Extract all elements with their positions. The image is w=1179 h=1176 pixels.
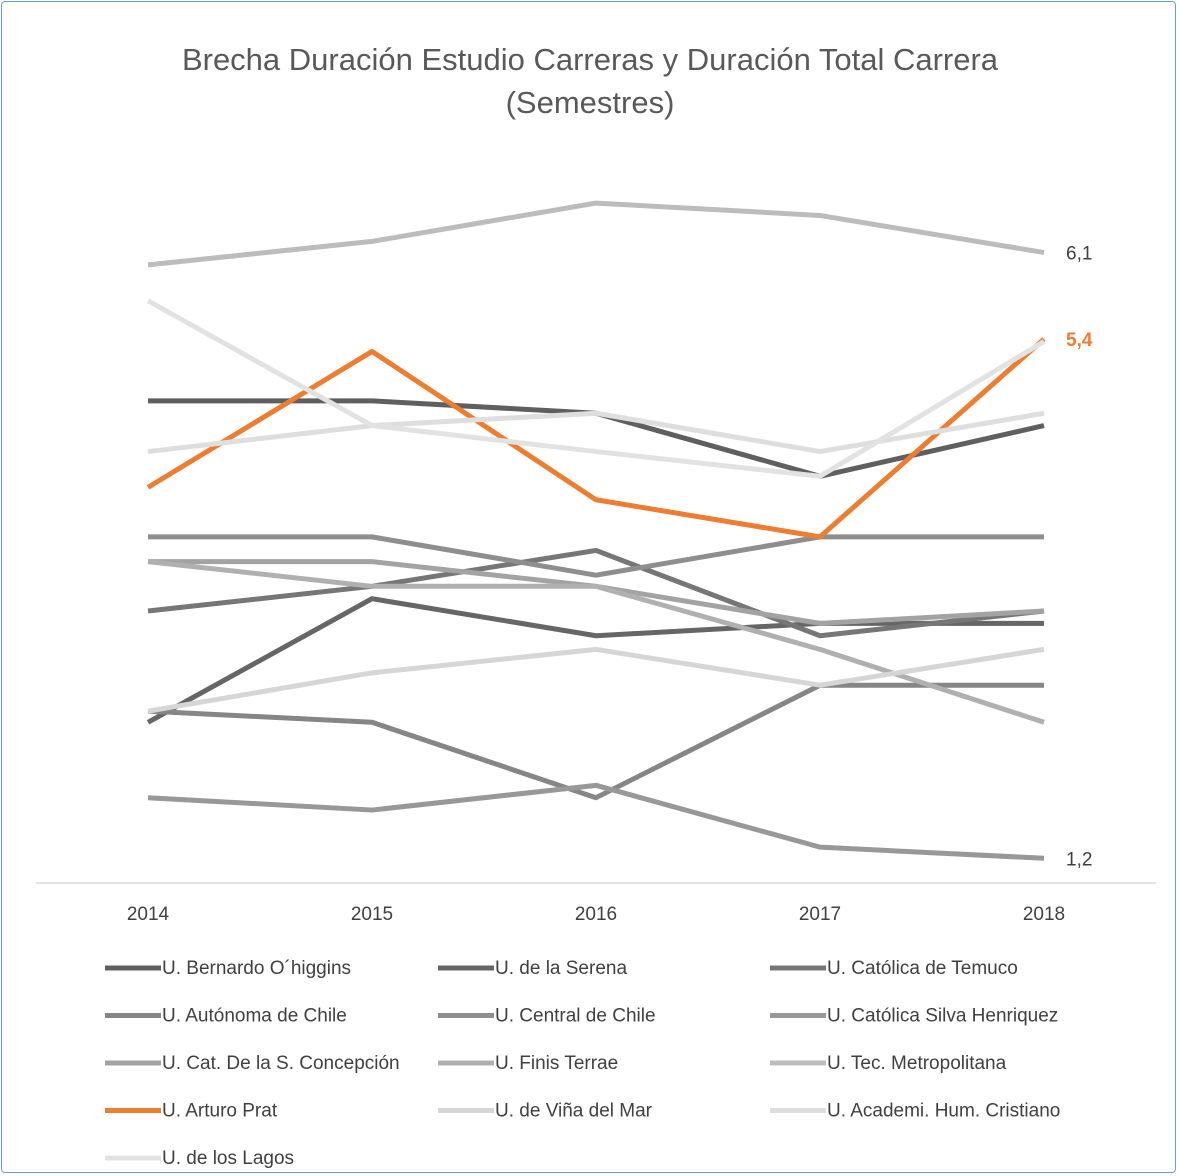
chart-title: Brecha Duración Estudio Carreras y Durac…	[181, 42, 999, 120]
series-line	[148, 559, 1045, 626]
series-line	[148, 534, 1044, 578]
legend-label: U. de los Lagos	[162, 1148, 294, 1169]
legend-label: U. Tec. Metropolitana	[827, 1053, 1007, 1074]
series-line	[147, 782, 1045, 861]
x-tick-label: 2015	[351, 904, 393, 925]
series-line	[147, 200, 1045, 268]
legend-label: U. Cat. De la S. Concepción	[162, 1053, 400, 1074]
x-tick-label: 2017	[799, 904, 841, 925]
legend-label: U. Católica Silva Henriquez	[827, 1006, 1058, 1027]
series-line	[146, 596, 1044, 725]
data-label: 6,1	[1066, 244, 1092, 265]
legend-label: U. Autónoma de Chile	[162, 1006, 347, 1027]
series-line	[147, 559, 1045, 725]
x-tick-label: 2018	[1023, 904, 1065, 925]
legend-label: U. Arturo Prat	[162, 1101, 278, 1122]
x-tick-label: 2016	[575, 904, 617, 925]
series-line	[146, 298, 1046, 479]
legend-label: U. Bernardo O´higgins	[162, 958, 351, 979]
legend-label: U. Católica de Temuco	[827, 958, 1018, 979]
series-line	[146, 337, 1046, 540]
data-label: 5,4	[1066, 330, 1093, 351]
legend-label: U. de la Serena	[495, 958, 627, 979]
legend-label: U. Academi. Hum. Cristiano	[827, 1101, 1060, 1122]
series-line	[147, 646, 1045, 714]
series-line	[147, 410, 1045, 455]
legend-label: U. Central de Chile	[495, 1006, 656, 1027]
data-label: 1,2	[1066, 849, 1092, 870]
legend-label: U. Finis Terrae	[495, 1053, 618, 1074]
x-tick-label: 2014	[127, 904, 170, 925]
series-line	[147, 682, 1044, 801]
series-line	[147, 547, 1045, 639]
legend-label: U. de Viña del Mar	[495, 1101, 653, 1122]
